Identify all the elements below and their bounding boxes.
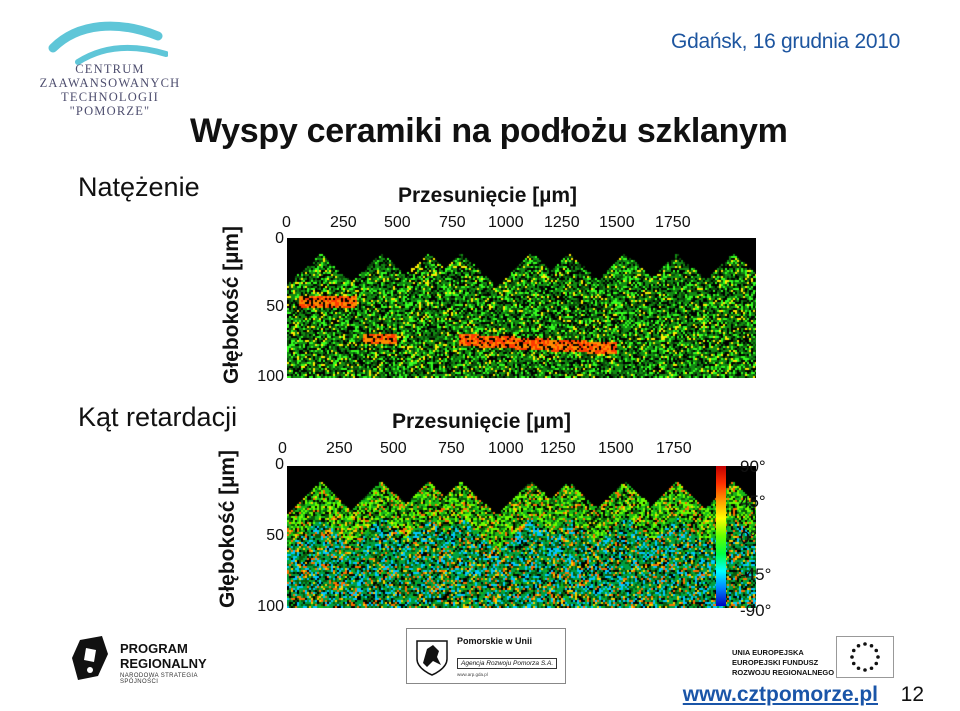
intensity-heatmap: [287, 238, 756, 378]
griffin-icon: [416, 640, 448, 676]
header-date: Gdańsk, 16 grudnia 2010: [671, 30, 900, 53]
eu-star-icon: [874, 661, 879, 666]
panel-label-retardation: Kąt retardacji: [78, 402, 238, 432]
logo-line: ZAAWANSOWANYCH: [39, 76, 181, 90]
retardation-heatmap: [287, 466, 756, 608]
eu-stars-icon: [850, 642, 880, 672]
program-tagline: NARODOWA STRATEGIA SPÓJNOŚCI: [120, 673, 198, 685]
colorbar-label: -45°: [740, 565, 772, 584]
eu-star-icon: [851, 661, 856, 666]
colorbar-label: 0°: [740, 528, 757, 547]
program-regionalny-icon: [72, 636, 108, 680]
y-tick-label: 100: [257, 368, 284, 385]
y-tick-label: 0: [275, 230, 284, 247]
bottom-x-axis-title: Przesunięcie [µm]: [392, 410, 571, 433]
x-tick-label: 1500: [598, 440, 634, 457]
figure: Natężenie Przesunięcie [µm] Głębokość [µ…: [46, 170, 780, 622]
colorbar-label: 90°: [740, 457, 766, 476]
x-tick-label: 1000: [488, 214, 524, 231]
eu-star-icon: [874, 648, 879, 653]
pomorskie-logo: Pomorskie w Unii Agencja Rozwoju Pomorza…: [406, 628, 566, 684]
slide-title: Wyspy ceramiki na podłożu szklanym: [190, 112, 788, 150]
logo-line: "POMORZE": [69, 104, 151, 118]
logo-line: CENTRUM: [75, 62, 145, 76]
x-tick-label: 0: [278, 440, 287, 457]
y-tick-label: 0: [275, 456, 284, 473]
program-regionalny-logo: PROGRAM REGIONALNY NARODOWA STRATEGIA SP…: [72, 636, 232, 685]
eu-star-icon: [863, 642, 867, 646]
top-x-axis-title: Przesunięcie [µm]: [398, 184, 577, 207]
top-y-axis-title: Głębokość [µm]: [220, 226, 243, 384]
colorbar-label: 45°: [740, 492, 766, 511]
x-tick-label: 750: [439, 214, 466, 231]
eu-star-icon: [876, 655, 880, 659]
y-tick-label: 50: [266, 298, 284, 315]
x-tick-label: 1250: [540, 440, 576, 457]
x-tick-label: 0: [282, 214, 291, 231]
x-tick-label: 750: [438, 440, 465, 457]
eu-flag-icon: [836, 636, 894, 678]
eu-star-icon: [850, 655, 854, 659]
logo-line: TECHNOLOGII: [61, 90, 159, 104]
logo-wordmark: CENTRUM ZAAWANSOWANYCH TECHNOLOGII "POMO…: [30, 62, 190, 118]
eu-star-icon: [869, 666, 874, 671]
program-line: PROGRAM: [120, 641, 188, 656]
x-tick-label: 500: [384, 214, 411, 231]
eu-star-icon: [863, 668, 867, 672]
y-tick-label: 50: [266, 527, 284, 544]
eu-star-icon: [856, 643, 861, 648]
czt-logo: CENTRUM ZAAWANSOWANYCH TECHNOLOGII "POMO…: [30, 18, 190, 130]
logo-swoosh-icon: [48, 21, 168, 65]
eu-star-icon: [856, 666, 861, 671]
panel-label-intensity: Natężenie: [78, 172, 200, 202]
x-tick-label: 1750: [655, 214, 691, 231]
x-tick-label: 250: [330, 214, 357, 231]
pomorskie-title: Pomorskie w Unii: [457, 636, 533, 646]
x-tick-label: 1000: [488, 440, 524, 457]
program-line: REGIONALNY: [120, 656, 207, 671]
eu-line: ROZWOJU REGIONALNEGO: [732, 668, 835, 677]
x-tick-label: 250: [326, 440, 353, 457]
page-number: 12: [900, 683, 924, 706]
colorbar: [716, 466, 726, 606]
eu-star-icon: [851, 648, 856, 653]
pomorskie-subtitle: Agencja Rozwoju Pomorza S.A.: [457, 658, 558, 669]
x-tick-label: 1750: [656, 440, 692, 457]
y-tick-label: 100: [257, 598, 284, 615]
x-tick-label: 1250: [544, 214, 580, 231]
bottom-y-axis-title: Głębokość [µm]: [216, 450, 239, 608]
footer-website-link[interactable]: www.cztpomorze.pl: [682, 683, 878, 706]
x-tick-label: 500: [380, 440, 407, 457]
colorbar-label: -90°: [740, 601, 772, 620]
x-tick-label: 1500: [599, 214, 635, 231]
eu-line: UNIA EUROPEJSKA: [732, 648, 804, 657]
eu-line: EUROPEJSKI FUNDUSZ: [732, 658, 819, 667]
eu-star-icon: [869, 643, 874, 648]
pomorskie-url: www.arp.gda.pl: [457, 672, 488, 677]
